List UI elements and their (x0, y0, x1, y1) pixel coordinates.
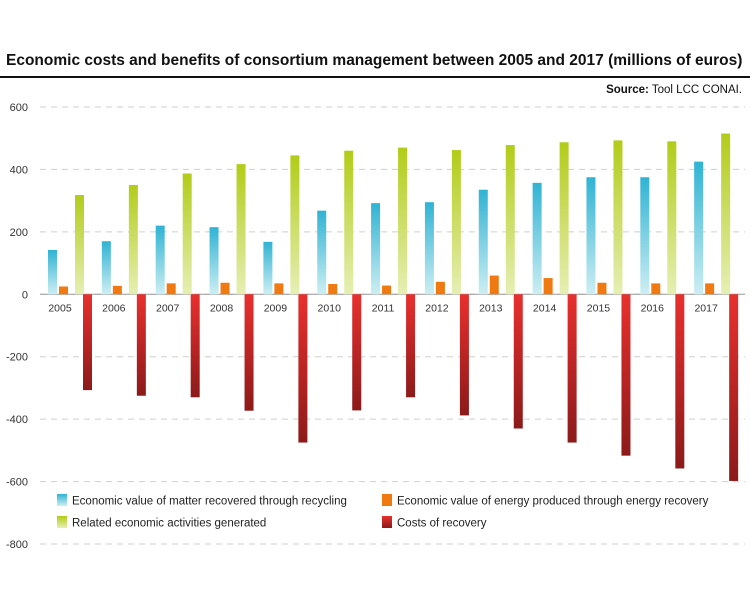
bar-costs (352, 294, 362, 411)
y-tick-label: -600 (6, 477, 28, 489)
bar-activities (667, 141, 677, 295)
bar-energy (59, 286, 68, 295)
x-tick-label: 2009 (264, 302, 288, 314)
y-tick-label: -800 (6, 539, 28, 551)
y-tick-label: -200 (6, 352, 28, 364)
legend-recycling-swatch (57, 494, 67, 506)
bar-costs (621, 294, 631, 456)
bar-activities (344, 150, 354, 295)
bar-recycling (101, 241, 111, 295)
bar-costs (406, 294, 416, 398)
bar-energy (112, 285, 122, 295)
bar-energy (543, 278, 553, 295)
bar-recycling (478, 189, 488, 295)
bar-energy (382, 285, 392, 295)
bar-activities (182, 173, 192, 295)
bar-activities (236, 164, 246, 295)
bar-energy (220, 282, 230, 295)
bar-costs (136, 294, 146, 396)
x-tick-label: 2008 (210, 302, 234, 314)
bar-activities (721, 133, 731, 295)
legend-costs-swatch (382, 516, 392, 528)
bar-energy (274, 283, 284, 295)
bar-costs (459, 294, 469, 416)
bar-energy (489, 275, 499, 295)
bar-activities (290, 155, 300, 295)
bar-costs (190, 294, 200, 398)
y-tick-label: 600 (10, 102, 28, 114)
bar-recycling (263, 241, 273, 295)
x-tick-label: 2017 (694, 302, 718, 314)
bar-activities (451, 150, 461, 295)
bar-energy (705, 283, 715, 295)
legend-energy-label: Economic value of energy produced throug… (397, 496, 709, 508)
bar-energy (651, 283, 661, 295)
bar-energy (328, 283, 338, 295)
legend-activities-swatch (57, 516, 67, 528)
bar-activities (75, 195, 84, 295)
legend-recycling-label: Economic value of matter recovered throu… (72, 496, 347, 508)
bar-activities (398, 147, 408, 295)
legend: Economic value of matter recovered throu… (57, 494, 709, 530)
x-tick-label: 2010 (318, 302, 342, 314)
x-tick-label: 2006 (102, 302, 126, 314)
bars (48, 133, 739, 481)
bar-activities (505, 145, 515, 295)
legend-energy-swatch (382, 494, 392, 506)
x-tick-label: 2011 (372, 302, 395, 314)
bar-recycling (424, 202, 434, 295)
bar-costs (83, 294, 92, 391)
bar-costs (675, 294, 685, 469)
x-tick-label: 2012 (425, 302, 449, 314)
bar-recycling (209, 227, 219, 295)
bar-recycling (532, 182, 542, 295)
y-tick-label: 400 (10, 164, 28, 176)
bar-recycling (155, 225, 165, 295)
bar-costs (513, 294, 523, 429)
y-tick-label: 200 (10, 227, 28, 239)
bar-activities (613, 140, 623, 295)
bar-recycling (640, 177, 650, 295)
title-divider (0, 76, 750, 78)
x-tick-label: 2013 (479, 302, 503, 314)
bar-recycling (317, 210, 327, 295)
source-label: Source: (606, 84, 649, 96)
legend-costs-label: Costs of recovery (397, 518, 487, 530)
bar-costs (567, 294, 577, 443)
x-tick-label: 2015 (587, 302, 611, 314)
bar-activities (128, 185, 138, 295)
y-tick-label: 0 (22, 289, 28, 301)
y-axis-ticks: 600 400 200 0 -200 -400 -600 -800 (6, 102, 28, 551)
bar-recycling (371, 203, 381, 295)
bar-costs (729, 294, 739, 481)
x-axis-ticks: 2005 2006 2007 2008 2009 2010 2011 2012 2013 2014… (48, 302, 718, 314)
x-tick-label: 2014 (533, 302, 557, 314)
bar-recycling (586, 177, 596, 295)
bar-recycling (48, 249, 57, 295)
x-tick-label: 2007 (156, 302, 180, 314)
bar-energy (597, 282, 607, 295)
legend-activities-label: Related economic activities generated (72, 518, 266, 530)
bar-costs (244, 294, 254, 411)
chart-title: Economic costs and benefits of consortiu… (6, 52, 743, 69)
bar-energy (166, 283, 176, 295)
bar-energy (435, 281, 445, 295)
source-note: Source: Tool LCC CONAI. (606, 84, 742, 96)
x-tick-label: 2005 (48, 302, 72, 314)
bar-recycling (694, 161, 704, 295)
bar-costs (298, 294, 308, 443)
y-tick-label: -400 (6, 414, 28, 426)
source-text: Tool LCC CONAI. (651, 84, 742, 96)
bar-activities (559, 142, 569, 295)
x-tick-label: 2016 (641, 302, 665, 314)
